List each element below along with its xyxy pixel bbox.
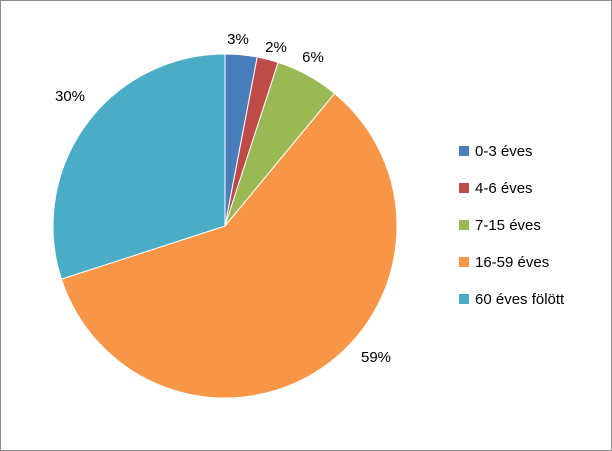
percent-label-1: 2% [265, 39, 287, 56]
legend-swatch-4 [459, 294, 469, 304]
percent-label-4: 30% [55, 88, 85, 105]
percent-label-3: 59% [361, 349, 391, 366]
percent-label-0: 3% [227, 31, 249, 48]
pie-slices [52, 53, 398, 399]
percent-label-2: 6% [302, 49, 324, 66]
legend-swatch-1 [459, 183, 469, 193]
legend-label-1: 4-6 éves [475, 180, 533, 197]
legend-label-4: 60 éves fölött [475, 291, 565, 308]
pie-slice-3 [60, 92, 398, 399]
legend-label-0: 0-3 éves [475, 143, 533, 160]
legend-label-3: 16-59 éves [475, 254, 549, 271]
legend-swatch-3 [459, 257, 469, 267]
pie-percent-labels: 3% 2% 6% 59% 30% [55, 31, 391, 366]
legend: 0-3 éves 4-6 éves 7-15 éves 16-59 éves 60 év… [459, 143, 565, 308]
legend-swatch-2 [459, 220, 469, 230]
pie-slice-4 [52, 53, 226, 280]
legend-swatch-0 [459, 146, 469, 156]
legend-label-2: 7-15 éves [475, 217, 541, 234]
